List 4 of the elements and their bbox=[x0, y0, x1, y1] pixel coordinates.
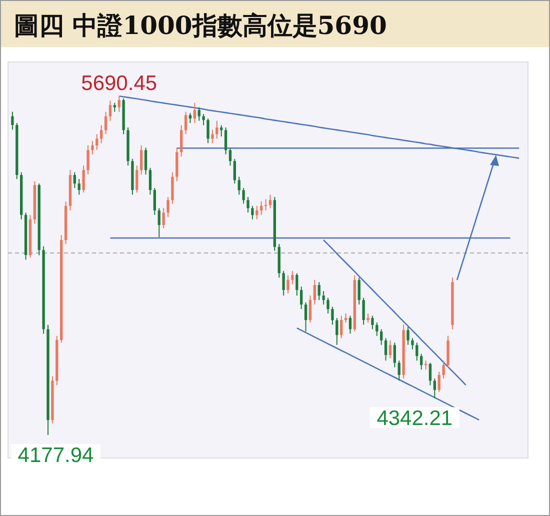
annotation: 4342.21 bbox=[376, 407, 453, 430]
annotation: 4177.94 bbox=[18, 444, 94, 467]
annotation: 5690.45 bbox=[81, 72, 158, 95]
title: 圖四 中證1000指數高位是5690 bbox=[14, 11, 387, 40]
